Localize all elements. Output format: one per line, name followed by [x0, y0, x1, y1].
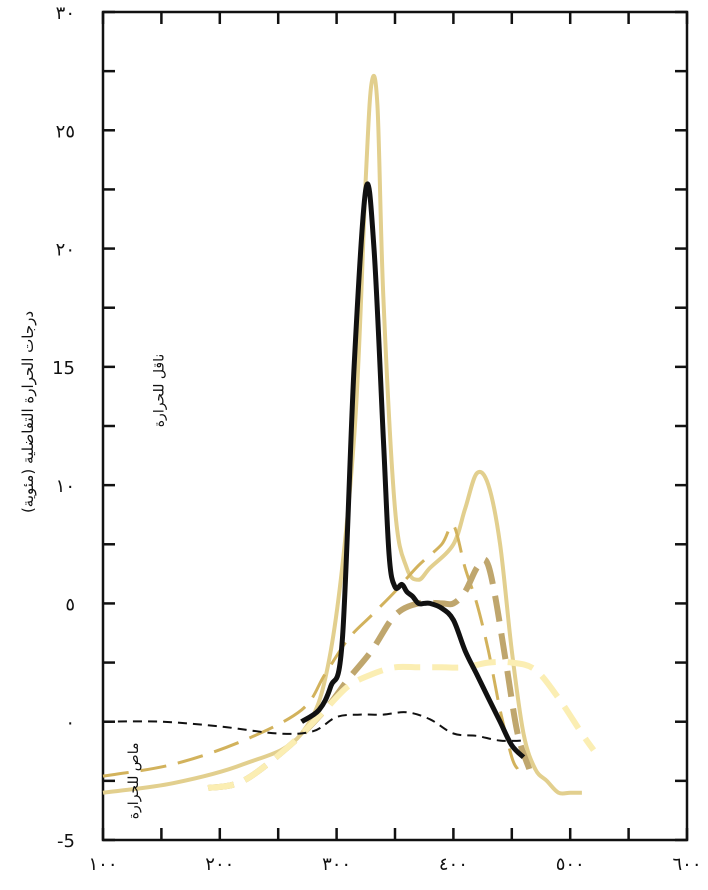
annotation-label: ماص للحرارة	[126, 743, 142, 820]
y-tick-label: ١٠	[56, 476, 75, 497]
series-layer	[102, 73, 597, 796]
annotation-label: ناقل للحرارة	[152, 354, 168, 428]
y-tick-label: ٥	[65, 594, 75, 615]
y-tick-label: ٢٠	[56, 240, 75, 261]
tick-marks	[101, 10, 689, 842]
x-tick-label: ١٠٠	[88, 854, 117, 875]
x-tick-labels: ١٠٠ ٢٠٠ ٣٠٠ ٤٠٠ ٥٠٠ ٦٠٠	[88, 854, 701, 875]
y-tick-labels: -5 ٠ ٥ ١٠ 15 ٢٠ ٢٥ ٣٠	[52, 3, 75, 852]
y-axis-label: درجات الحرارة التفاضلية (مئوية)	[19, 311, 37, 513]
x-tick-label: ٥٠٠	[556, 854, 585, 875]
x-tick-label: ٦٠٠	[672, 854, 701, 875]
series-line-1	[102, 73, 582, 796]
x-tick-label: ٤٠٠	[439, 854, 468, 875]
y-tick-label: -5	[57, 831, 75, 852]
x-tick-label: ٣٠٠	[322, 854, 351, 875]
series-line-5	[102, 711, 524, 742]
series-line-2	[102, 523, 519, 778]
x-tick-label: ٢٠٠	[205, 854, 234, 875]
y-tick-label: 15	[52, 358, 75, 379]
series-line-6	[300, 181, 526, 760]
series-line-4	[207, 658, 597, 791]
y-tick-label: ٠	[65, 713, 75, 734]
annotations: ناقل للحرارة ماص للحرارة	[126, 354, 168, 820]
y-tick-label: ٣٠	[56, 3, 75, 24]
plot-frame	[101, 10, 689, 842]
y-tick-label: ٢٥	[56, 121, 75, 142]
